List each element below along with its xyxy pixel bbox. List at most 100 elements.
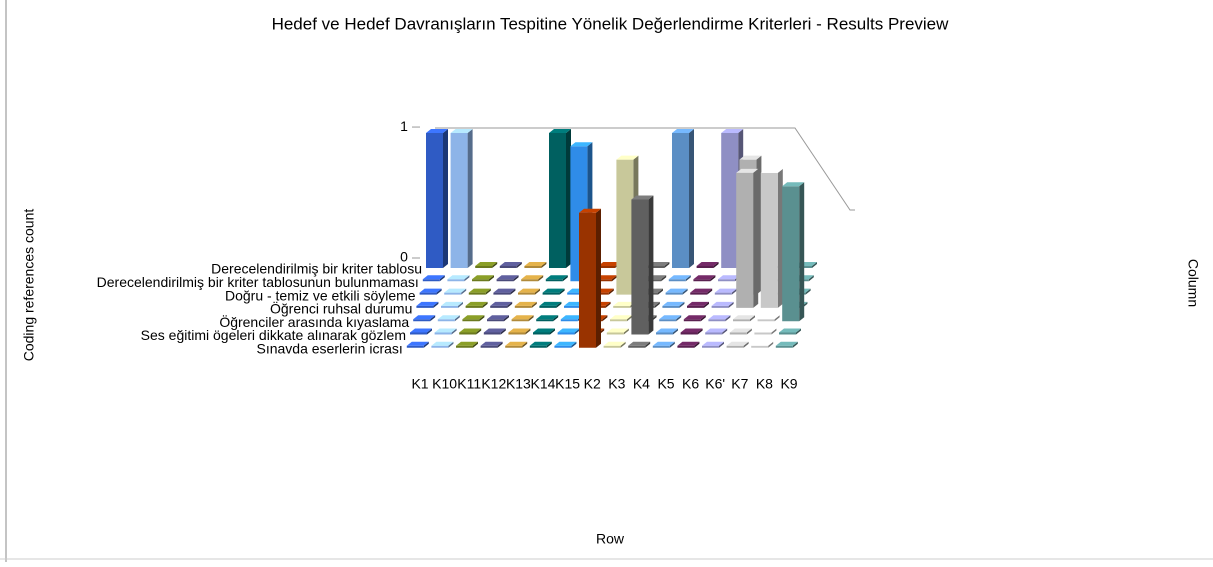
bar-face — [631, 195, 654, 200]
bar-face — [557, 328, 580, 333]
bar-face — [441, 305, 458, 308]
bar — [687, 301, 709, 308]
bar-face — [450, 133, 468, 268]
bar-face — [529, 345, 547, 348]
bar-face — [505, 341, 528, 346]
bar-face — [683, 315, 706, 320]
bar-face — [525, 328, 531, 335]
bar — [447, 275, 470, 282]
bar-face — [529, 341, 552, 346]
bar — [754, 328, 777, 335]
bar-face — [714, 292, 732, 295]
bar-face — [468, 288, 491, 293]
bar-face — [542, 292, 560, 295]
bar-face — [513, 275, 519, 282]
bar-face — [416, 301, 439, 306]
x-axis-label: Row — [596, 531, 625, 547]
row-label: Derecelendirilmiş bir kriter tablosunun … — [97, 274, 419, 290]
bar — [468, 288, 491, 295]
bar-face — [496, 275, 519, 280]
bar-face — [434, 332, 452, 335]
bar-face — [733, 315, 755, 320]
bar-face — [751, 345, 769, 348]
bar-face — [448, 341, 454, 348]
bar-face — [475, 266, 493, 268]
row-label: Sınavda eserlerin icrası — [257, 341, 403, 357]
bar-face — [676, 315, 682, 322]
bar-face — [436, 288, 442, 295]
bar-face — [511, 319, 529, 322]
bar-face — [468, 292, 486, 295]
bar-face — [713, 262, 719, 268]
bar-face — [616, 159, 634, 295]
bar-face — [648, 195, 654, 335]
bar-face — [628, 341, 651, 346]
bar-face — [533, 328, 555, 333]
bar-face — [775, 341, 798, 346]
bar-face — [805, 288, 811, 295]
bar — [487, 315, 509, 322]
bar-face — [511, 315, 534, 320]
bar-face — [616, 155, 639, 160]
bar-face — [574, 328, 580, 335]
bar-face — [725, 315, 731, 322]
bar-face — [447, 275, 470, 280]
bar-face — [539, 301, 562, 306]
bar — [410, 328, 432, 335]
bar-face — [690, 288, 713, 293]
column-label: K3 — [608, 376, 625, 392]
bar-face — [645, 341, 651, 348]
bar-face — [479, 315, 485, 322]
bar-face — [422, 275, 445, 280]
bar-face — [690, 292, 708, 295]
bar-face — [613, 301, 636, 306]
bar — [514, 301, 537, 308]
bar-face — [659, 319, 677, 322]
bar-face — [426, 129, 448, 133]
bar-face — [623, 328, 629, 335]
column-label: K11 — [457, 376, 481, 392]
bar — [606, 328, 629, 335]
bar-face — [718, 275, 740, 280]
z-tick-label: 1 — [400, 118, 408, 134]
bar-face — [538, 275, 544, 282]
bar-face — [704, 301, 709, 308]
column-label: K14 — [531, 376, 556, 392]
bar-face — [631, 199, 649, 335]
bar — [508, 328, 531, 335]
bar-face — [458, 301, 463, 308]
bar-face — [485, 288, 491, 295]
bar-face — [419, 288, 442, 293]
bar-face — [514, 305, 532, 308]
bar-face — [656, 332, 673, 335]
bar-face — [746, 328, 752, 335]
bar-face — [753, 168, 759, 308]
bar-face — [598, 266, 616, 268]
bar-face — [554, 345, 572, 348]
bar-face — [554, 341, 577, 346]
bar — [775, 341, 798, 348]
bar-face — [521, 275, 544, 280]
bar-face — [472, 275, 494, 280]
bar-face — [627, 315, 632, 322]
bar — [416, 301, 439, 308]
bar — [426, 129, 448, 268]
bar-face — [439, 275, 445, 282]
bar-face — [456, 345, 473, 348]
column-label: K6' — [705, 376, 725, 392]
bar-face — [518, 288, 540, 293]
row-label: Öğrenciler arasında kıyaslama — [219, 313, 409, 330]
bar-face — [461, 288, 467, 295]
bar — [736, 168, 759, 308]
bar-face — [410, 332, 427, 335]
bar-face — [689, 129, 694, 268]
row-label: Öğrenci ruhsal durumu — [270, 300, 412, 317]
column-label: K2 — [584, 376, 601, 392]
bar-face — [462, 319, 480, 322]
bar-face — [472, 279, 489, 282]
bar — [729, 328, 752, 335]
bar-face — [564, 305, 581, 308]
bar-face — [464, 275, 470, 282]
bar-face — [490, 305, 508, 308]
bar-face — [541, 262, 547, 268]
